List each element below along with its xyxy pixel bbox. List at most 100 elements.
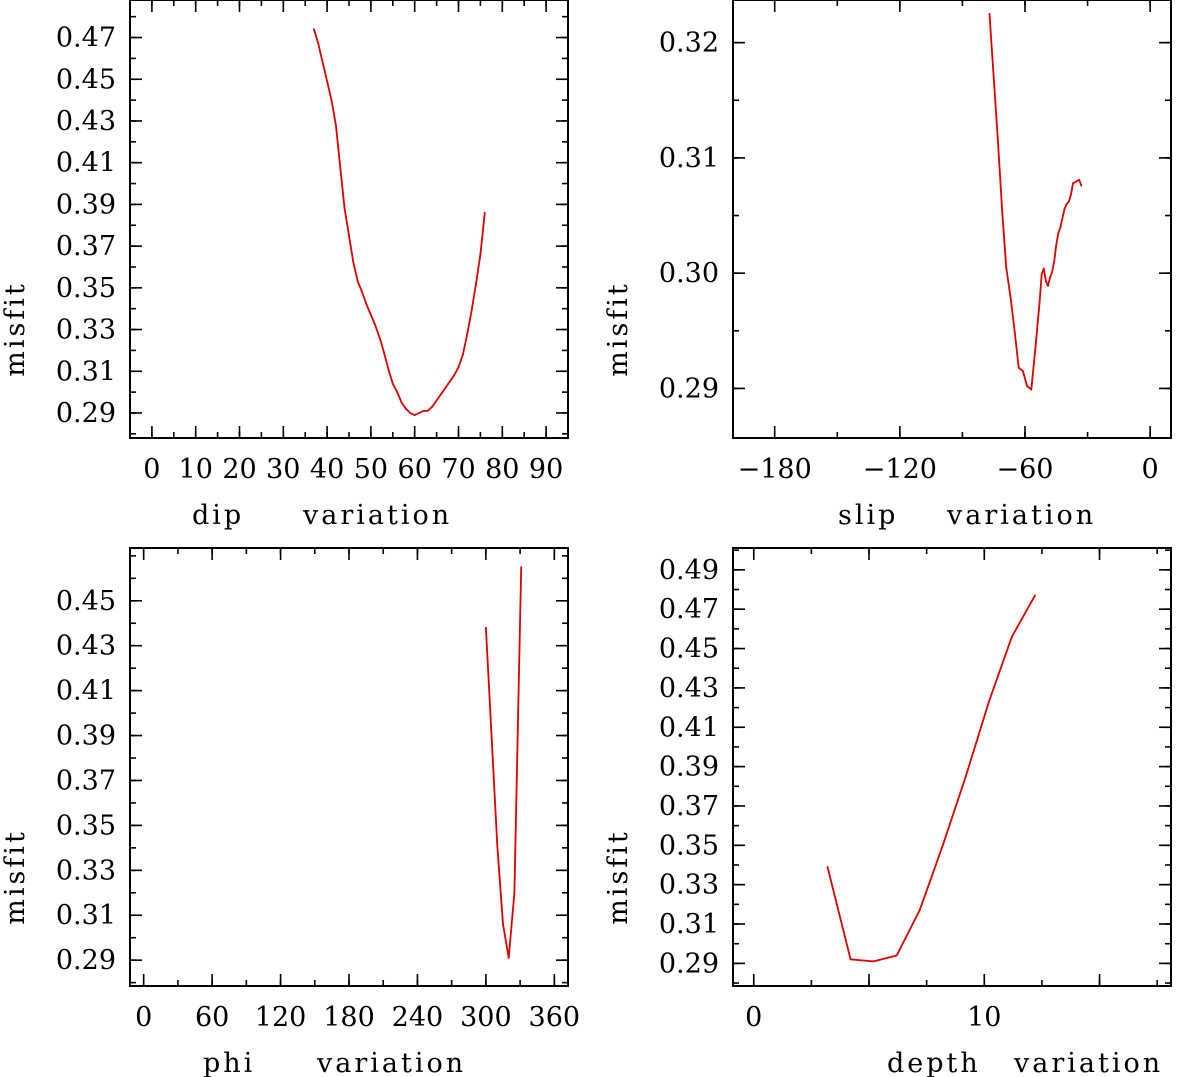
x-tick-label: 180 [323, 1002, 375, 1033]
data-point [1055, 243, 1058, 246]
x-axis-label: slip [838, 500, 898, 531]
data-point [1026, 385, 1028, 388]
y-tick-label: 0.29 [659, 373, 719, 404]
data-point [483, 211, 486, 214]
data-point [1009, 295, 1012, 298]
y-tick-label: 0.31 [56, 356, 116, 387]
data-point [987, 700, 990, 703]
data-point [826, 866, 829, 868]
data-point [348, 234, 350, 237]
data-point [457, 366, 460, 368]
data-point [453, 374, 456, 377]
data-point [1074, 181, 1076, 184]
y-tick-label: 0.43 [56, 106, 116, 137]
data-point [356, 280, 359, 283]
data-point [365, 303, 368, 306]
y-tick-label: 0.41 [659, 712, 719, 743]
x-tick-label: 0 [1142, 454, 1159, 485]
y-axis-label: misfit [0, 281, 31, 377]
y-tick-label: 0.45 [659, 634, 719, 665]
data-point [1061, 216, 1064, 219]
x-tick-label: 10 [967, 1002, 1001, 1033]
series-line [826, 594, 1036, 963]
series-line [313, 28, 486, 417]
data-point [361, 291, 364, 293]
data-point [374, 324, 377, 327]
data-point [918, 909, 921, 912]
data-point [1047, 284, 1049, 287]
data-point [431, 405, 434, 408]
data-point [1065, 203, 1068, 205]
data-point [400, 401, 403, 404]
data-point [317, 42, 320, 45]
data-point [1069, 193, 1072, 196]
data-point [334, 124, 337, 127]
data-point [1022, 370, 1024, 373]
data-point [1013, 329, 1016, 332]
data-point [470, 309, 473, 312]
chart-panel-dip: 0 10 20 30 40 50 60 70 80 90 0.29 0.31 0.33 0.35 0.37 0… [0, 0, 569, 531]
data-point [513, 891, 516, 894]
data-point [409, 412, 412, 414]
series-line [988, 13, 1083, 391]
data-point [895, 954, 898, 957]
y-tick-label: 0.39 [56, 189, 116, 220]
data-point [1051, 271, 1054, 273]
y-axis-label: misfit [603, 829, 634, 925]
data-point [387, 368, 390, 371]
x-tick-label: 360 [529, 1002, 581, 1033]
data-point [1057, 231, 1060, 234]
data-point [484, 626, 487, 629]
data-point [448, 380, 451, 383]
data-point [1076, 180, 1079, 182]
data-point [1040, 273, 1043, 276]
data-point [313, 28, 315, 31]
y-tick-label: 0.32 [659, 28, 719, 59]
data-point [405, 407, 407, 410]
data-point [479, 253, 482, 256]
y-tick-label: 0.30 [659, 258, 719, 289]
y-tick-label: 0.47 [56, 23, 116, 54]
data-point [396, 391, 399, 394]
data-point [1001, 208, 1003, 211]
x-tick-label: 300 [460, 1002, 512, 1033]
x-axis-label-suffix: variation [946, 500, 1096, 531]
data-point [418, 412, 420, 414]
x-axis-label: dip [192, 500, 244, 531]
data-point [475, 282, 477, 285]
data-point [1034, 347, 1037, 349]
data-point [964, 775, 967, 778]
data-point [1005, 266, 1008, 269]
data-point [872, 960, 875, 963]
x-axis-label: depth [887, 1048, 981, 1077]
x-tick-label: 10 [179, 454, 213, 485]
data-point [339, 165, 342, 168]
y-tick-label: 0.29 [56, 945, 116, 976]
data-point [941, 844, 944, 847]
x-tick-label: 50 [354, 454, 388, 485]
y-tick-label: 0.43 [56, 631, 116, 662]
y-tick-label: 0.41 [56, 148, 116, 179]
data-point [330, 99, 333, 102]
y-tick-label: 0.29 [56, 398, 116, 429]
x-tick-label: −60 [997, 454, 1054, 485]
data-point [1072, 182, 1074, 185]
data-point [1011, 635, 1013, 638]
chart-panel-phi: 0 60 120 180 240 300 360 0.29 0.31 0.33 0.35 0.37 0.… [0, 547, 581, 1077]
x-axis-label-suffix: variation [1013, 1048, 1163, 1077]
series-line [485, 567, 523, 959]
data-point [413, 414, 416, 416]
data-point [1038, 301, 1041, 303]
data-point [326, 80, 328, 83]
y-tick-label: 0.45 [56, 64, 116, 95]
x-tick-label: −180 [738, 454, 812, 485]
x-tick-label: 0 [135, 1002, 152, 1033]
y-axis-label: misfit [0, 829, 31, 925]
y-tick-label: 0.31 [659, 909, 719, 940]
data-point [1080, 184, 1083, 187]
x-tick-label: 0 [745, 1002, 762, 1033]
data-point [988, 12, 991, 15]
data-point [466, 332, 469, 335]
y-tick-label: 0.49 [659, 555, 719, 586]
